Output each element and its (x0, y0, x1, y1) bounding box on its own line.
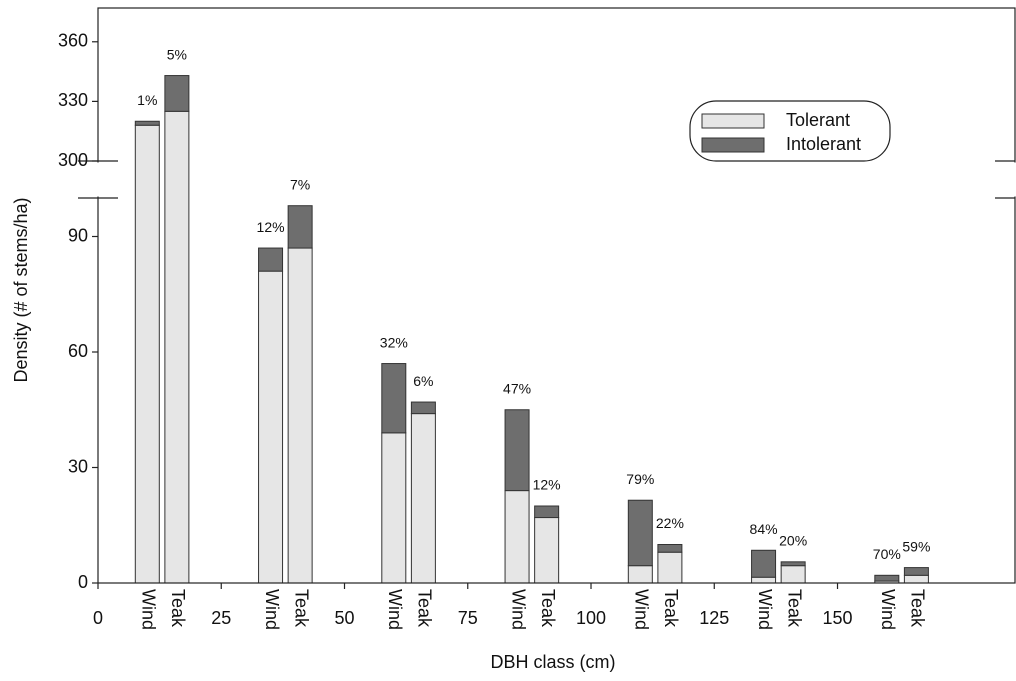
bar-label: 5% (167, 46, 187, 62)
category-label: Wind (385, 589, 405, 630)
bar-label: 70% (873, 546, 901, 562)
bar-tolerant (381, 432, 407, 584)
bar-intolerant (287, 205, 313, 249)
category-label: Teak (168, 589, 188, 628)
bar-tolerant (164, 110, 190, 584)
bar-intolerant (780, 561, 806, 567)
bar-intolerant (657, 544, 683, 553)
legend-label: Tolerant (786, 110, 850, 130)
category-label: Wind (508, 589, 528, 630)
bar-label: 12% (257, 219, 285, 235)
x-tick-label: 75 (458, 608, 478, 628)
bar-intolerant (627, 499, 653, 567)
axis-break (78, 162, 118, 197)
category-label: Teak (538, 589, 558, 628)
bar-label: 79% (626, 471, 654, 487)
category-label: Teak (661, 589, 681, 628)
category-label: Teak (908, 589, 928, 628)
x-tick-label: 150 (822, 608, 852, 628)
bar-label: 22% (656, 515, 684, 531)
category-label: Teak (415, 589, 435, 628)
x-tick-label: 100 (576, 608, 606, 628)
bar-label: 20% (779, 533, 807, 549)
x-tick-label: 50 (334, 608, 354, 628)
y-axis-title: Density (# of stems/ha) (11, 197, 31, 382)
bar-label: 7% (290, 176, 310, 192)
legend-swatch (701, 137, 765, 153)
bar-intolerant (751, 549, 777, 578)
bar-label: 12% (533, 477, 561, 493)
bar-intolerant (381, 363, 407, 434)
bar-tolerant (903, 574, 929, 584)
bar-tolerant (410, 413, 436, 584)
plot-frame (97, 7, 1016, 584)
y-tick-label: 90 (68, 225, 88, 245)
axis-break (995, 162, 1016, 197)
bar-tolerant (134, 124, 160, 584)
category-label: Wind (755, 589, 775, 630)
x-tick-label: 25 (211, 608, 231, 628)
y-tick-label: 60 (68, 341, 88, 361)
bar-intolerant (874, 574, 900, 582)
y-tick-label: 0 (78, 572, 88, 592)
bar-label: 84% (750, 521, 778, 537)
bar-tolerant (287, 247, 313, 584)
x-axis-title: DBH class (cm) (491, 652, 616, 672)
category-label: Teak (291, 589, 311, 628)
bar-intolerant (134, 120, 160, 126)
y-tick-label: 360 (58, 31, 88, 51)
legend-label: Intolerant (786, 134, 861, 154)
category-label: Wind (632, 589, 652, 630)
bar-intolerant (164, 75, 190, 112)
category-label: Wind (878, 589, 898, 630)
bar-label: 32% (380, 334, 408, 350)
bar-tolerant (534, 517, 560, 584)
bar-label: 47% (503, 380, 531, 396)
bar-tolerant (504, 490, 530, 584)
y-tick-label: 30 (68, 456, 88, 476)
bar-intolerant (258, 247, 284, 272)
bar-label: 59% (902, 538, 930, 554)
bar-label: 1% (137, 92, 157, 108)
x-tick-label: 125 (699, 608, 729, 628)
bar-intolerant (534, 505, 560, 519)
bar-tolerant (627, 565, 653, 584)
bar-label: 6% (413, 373, 433, 389)
y-tick-label: 300 (58, 150, 88, 170)
bar-intolerant (410, 401, 436, 415)
bar-tolerant (780, 565, 806, 584)
bar-intolerant (504, 409, 530, 492)
category-label: Wind (139, 589, 159, 630)
category-label: Teak (784, 589, 804, 628)
bar-tolerant (751, 576, 777, 584)
bar-tolerant (258, 270, 284, 584)
bar-tolerant (657, 551, 683, 584)
y-tick-label: 330 (58, 90, 88, 110)
legend-swatch (701, 113, 765, 129)
x-tick-label: 0 (93, 608, 103, 628)
category-label: Wind (262, 589, 282, 630)
bar-intolerant (903, 567, 929, 576)
